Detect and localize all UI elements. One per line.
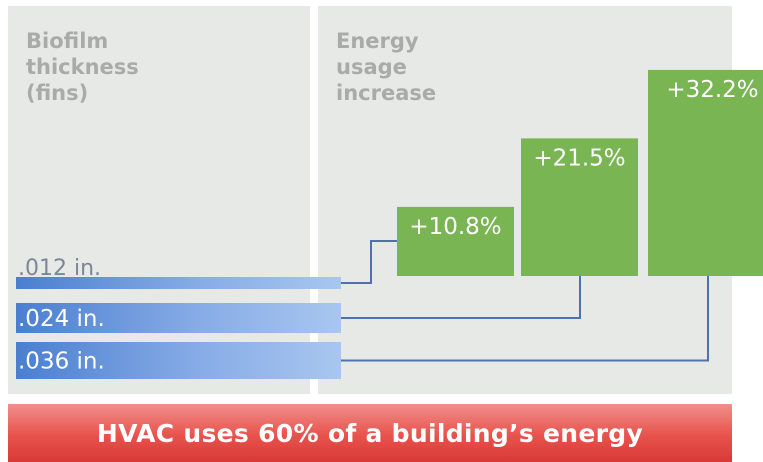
connector-line-1 bbox=[341, 240, 397, 284]
thickness-bars bbox=[16, 277, 341, 379]
thickness-label-1: .012 in. bbox=[18, 256, 101, 281]
thickness-label-2: .024 in. bbox=[18, 306, 105, 332]
energy-bar-2 bbox=[521, 138, 638, 276]
connector-lines bbox=[341, 240, 709, 362]
thickness-bar-3 bbox=[16, 342, 341, 379]
energy-bar-label-1: +10.8% bbox=[409, 214, 501, 240]
energy-bar-3 bbox=[648, 69, 763, 276]
thickness-bar-2 bbox=[16, 303, 341, 333]
thickness-label-3: .036 in. bbox=[18, 349, 105, 375]
hvac-banner-text: HVAC uses 60% of a building’s energy bbox=[96, 418, 644, 448]
thickness-bar-1 bbox=[16, 277, 341, 289]
thickness-labels: .012 in. .024 in. .036 in. bbox=[18, 256, 105, 375]
energy-bar-label-3: +32.2% bbox=[666, 77, 758, 103]
biofilm-heading: Biofilm thickness (fins) bbox=[26, 29, 139, 105]
hvac-banner: HVAC uses 60% of a building’s energy bbox=[8, 404, 732, 462]
energy-bar-label-2: +21.5% bbox=[533, 145, 625, 171]
energy-bar-1 bbox=[397, 206, 514, 276]
connector-line-3 bbox=[341, 276, 709, 362]
energy-heading: Energy usage increase bbox=[336, 29, 437, 105]
connector-line-2 bbox=[341, 276, 581, 319]
energy-labels: +10.8% +21.5% +32.2% bbox=[409, 77, 758, 240]
energy-bars bbox=[397, 69, 763, 276]
